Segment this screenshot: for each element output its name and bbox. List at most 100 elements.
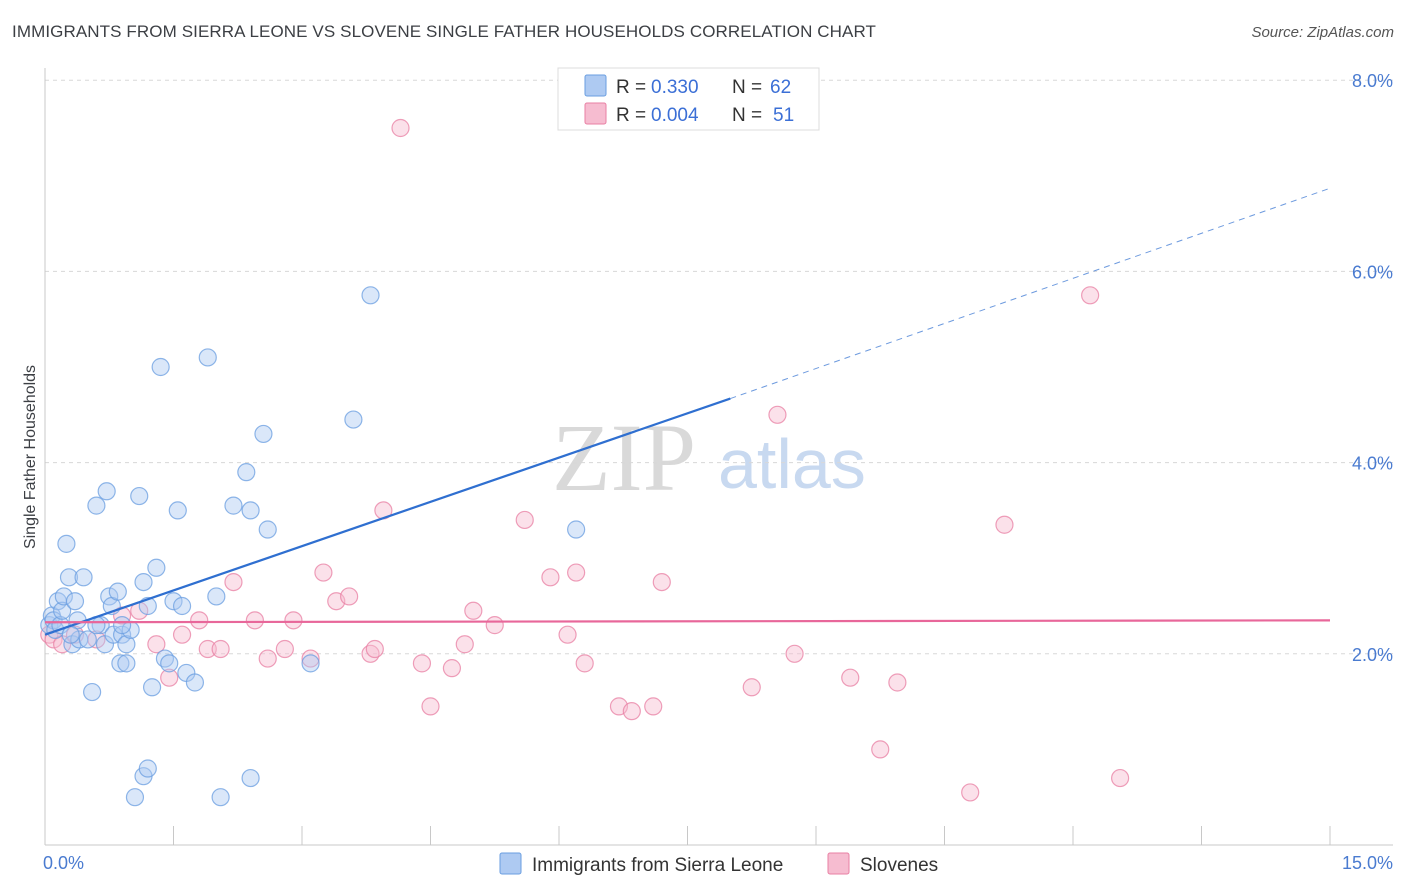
point-sierra-leone (54, 587, 73, 606)
point-slovenes (160, 668, 179, 687)
point-slovenes (652, 572, 671, 592)
point-slovenes (365, 639, 384, 659)
point-slovenes (575, 654, 594, 673)
point-slovenes (742, 678, 761, 697)
point-sierra-leone (151, 357, 170, 377)
point-sierra-leone (254, 424, 273, 444)
point-sierra-leone (207, 587, 226, 606)
legend-n-label-2: N = (732, 105, 762, 126)
point-sierra-leone (130, 486, 149, 506)
legend-swatch-blue (584, 74, 607, 97)
legend-n-value-1: 62 (770, 77, 791, 98)
point-slovenes (211, 639, 230, 659)
point-slovenes (245, 611, 264, 630)
point-slovenes (841, 668, 860, 687)
point-slovenes (391, 118, 410, 138)
point-slovenes (541, 568, 560, 587)
legend-r-label-1: R = (616, 77, 646, 98)
point-slovenes (768, 405, 787, 424)
point-sierra-leone (198, 348, 217, 367)
point-sierra-leone (125, 788, 145, 807)
point-slovenes (644, 697, 663, 716)
point-slovenes (455, 635, 474, 654)
point-sierra-leone (134, 572, 153, 592)
point-sierra-leone (59, 568, 79, 587)
legend-r-value-2: 0.004 (651, 105, 699, 126)
point-sierra-leone (83, 682, 102, 702)
point-slovenes (995, 515, 1014, 534)
y-tick-label: 8.0% (1352, 71, 1393, 91)
point-slovenes (421, 697, 440, 716)
point-slovenes (172, 625, 192, 644)
point-sierra-leone (567, 520, 586, 539)
axes (44, 68, 1393, 846)
point-sierra-leone (147, 558, 166, 577)
point-sierra-leone (97, 482, 116, 501)
point-sierra-leone (160, 654, 179, 673)
y-axis-label: Single Father Households (22, 365, 39, 549)
point-sierra-leone (112, 616, 132, 635)
watermark-zip: ZIP (552, 404, 696, 511)
y-tick-label: 4.0% (1352, 454, 1393, 474)
point-sierra-leone (237, 463, 256, 482)
legend-swatch-pink (584, 102, 607, 125)
point-sierra-leone (344, 410, 363, 429)
point-sierra-leone (78, 630, 97, 649)
legend-n-label-1: N = (732, 77, 762, 98)
point-slovenes (558, 625, 577, 644)
point-slovenes (198, 639, 217, 659)
chart-title: IMMIGRANTS FROM SIERRA LEONE VS SLOVENE … (12, 22, 877, 41)
point-slovenes (567, 563, 586, 582)
point-slovenes (190, 611, 209, 630)
point-slovenes (871, 740, 890, 759)
point-sierra-leone (142, 678, 162, 697)
point-slovenes (442, 659, 462, 678)
point-sierra-leone (301, 654, 320, 673)
point-slovenes (258, 649, 277, 668)
watermark-atlas: atlas (718, 425, 866, 503)
series-legend-swatch-pink (827, 852, 850, 875)
point-slovenes (961, 783, 980, 802)
data-points (40, 118, 1130, 807)
point-sierra-leone (241, 768, 260, 788)
point-sierra-leone (117, 654, 136, 673)
point-sierra-leone (74, 568, 93, 587)
point-sierra-leone (53, 601, 72, 620)
point-slovenes (284, 611, 303, 630)
point-slovenes (464, 601, 483, 620)
x-tick-label-max: 15.0% (1342, 853, 1393, 873)
trend-line-sierra-leone-extrapolated (730, 187, 1331, 400)
y-tick-label: 2.0% (1352, 645, 1393, 665)
point-slovenes (224, 572, 243, 592)
series-legend-label-2: Slovenes (860, 855, 938, 876)
trend-line-sierra-leone (44, 397, 731, 636)
x-tick-label-min: 0.0% (43, 853, 84, 873)
point-slovenes (412, 654, 432, 673)
point-slovenes (888, 673, 907, 692)
point-sierra-leone (258, 520, 277, 539)
source-label: Source: ZipAtlas.com (1251, 24, 1394, 41)
point-slovenes (515, 510, 534, 530)
point-sierra-leone (138, 759, 157, 778)
point-slovenes (275, 639, 294, 659)
legend-r-label-2: R = (616, 105, 646, 126)
trend-line-slovenes (44, 619, 1331, 624)
point-sierra-leone (57, 534, 76, 553)
point-slovenes (622, 702, 641, 721)
series-legend: Immigrants from Sierra Leone Slovenes (499, 852, 938, 876)
point-slovenes (340, 587, 359, 606)
point-sierra-leone (185, 673, 205, 692)
trend-lines (44, 187, 1331, 636)
point-slovenes (1111, 768, 1130, 788)
point-sierra-leone (211, 788, 230, 807)
point-slovenes (301, 649, 320, 668)
point-slovenes (1081, 286, 1100, 305)
point-sierra-leone (361, 286, 380, 305)
point-sierra-leone (65, 592, 85, 611)
legend-r-value-1: 0.330 (651, 77, 699, 98)
point-sierra-leone (241, 501, 260, 520)
point-slovenes (785, 644, 804, 663)
point-sierra-leone (172, 596, 192, 616)
point-sierra-leone (168, 501, 187, 520)
